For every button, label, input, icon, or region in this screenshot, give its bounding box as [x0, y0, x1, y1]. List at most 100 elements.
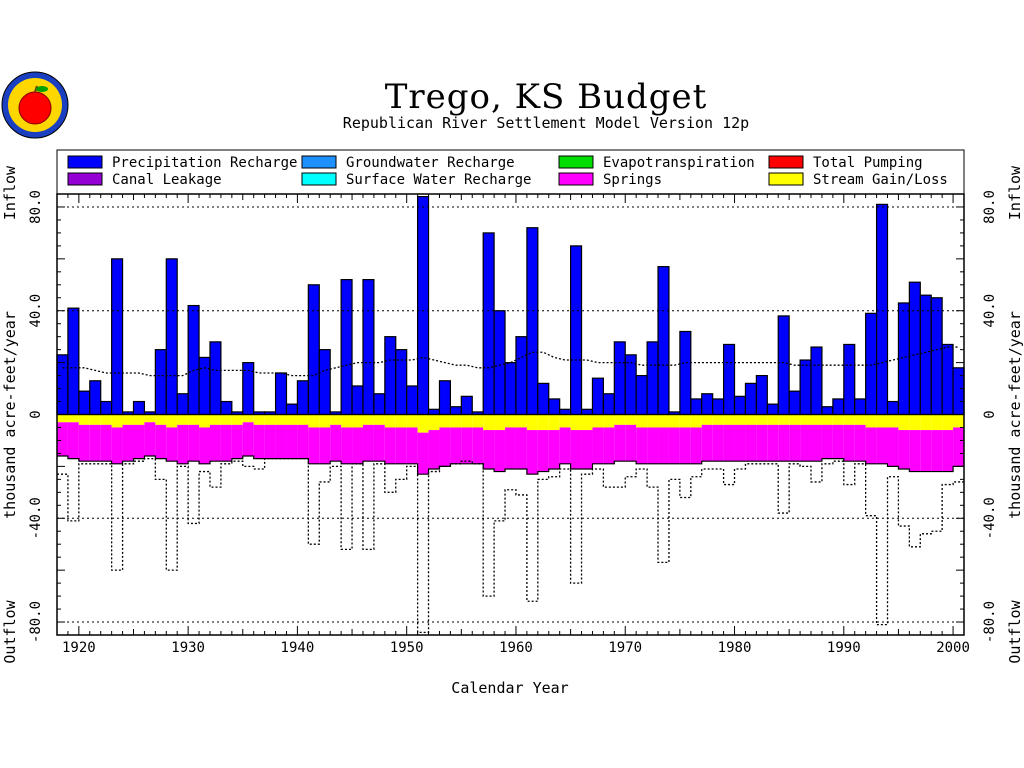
precipitation-recharge-bar	[941, 343, 954, 416]
stream-gain-loss-bar	[417, 414, 429, 433]
precipitation-recharge-bar	[777, 315, 790, 416]
springs-bar	[712, 424, 724, 462]
stream-gain-loss-bar	[199, 414, 210, 428]
precipitation-recharge-bar	[919, 294, 932, 416]
y-tick-label-right: 0	[982, 410, 998, 418]
stream-gain-loss-bar	[209, 414, 221, 425]
legend-label: Evapotranspiration	[603, 155, 755, 171]
precipitation-recharge-bar	[111, 258, 124, 416]
springs-bar	[188, 424, 200, 462]
springs-bar	[865, 427, 877, 464]
stream-gain-loss-bar	[505, 414, 516, 428]
precipitation-recharge-bar	[132, 400, 146, 416]
y-tick-label-right: 40.0	[982, 294, 998, 328]
stream-gain-loss-bar	[362, 414, 374, 425]
stream-gain-loss-bar	[712, 414, 724, 425]
springs-bar	[723, 424, 735, 462]
springs-bar	[472, 427, 484, 464]
springs-bar	[166, 427, 178, 462]
stream-gain-loss-bar	[745, 414, 757, 425]
stream-gain-loss-bar	[614, 414, 626, 425]
springs-bar	[406, 427, 418, 464]
y-tick-label-right: 80.0	[982, 190, 998, 224]
precipitation-recharge-bar	[635, 374, 648, 416]
legend-box	[56, 149, 965, 195]
precipitation-recharge-bar	[821, 406, 834, 416]
precipitation-recharge-bar	[679, 330, 692, 416]
springs-bar	[832, 424, 844, 459]
springs-bar	[931, 430, 943, 472]
stream-gain-loss-bar	[548, 414, 560, 431]
x-tick-label: 2000	[936, 640, 970, 656]
springs-bar	[679, 427, 691, 464]
springs-bar	[133, 424, 145, 459]
stream-gain-loss-bar	[461, 414, 473, 428]
precipitation-recharge-bar	[340, 279, 353, 416]
stream-gain-loss-bar	[188, 414, 200, 425]
springs-bar	[209, 424, 221, 462]
precipitation-recharge-bar	[788, 390, 801, 416]
x-tick-label: 1930	[171, 640, 205, 656]
stream-gain-loss-bar	[231, 414, 243, 425]
precipitation-recharge-bar	[722, 343, 736, 416]
springs-bar	[690, 427, 702, 464]
stream-gain-loss-bar	[668, 414, 680, 428]
precipitation-recharge-bar	[100, 400, 113, 416]
precipitation-recharge-bar	[580, 408, 594, 416]
legend-label: Surface Water Recharge	[346, 172, 531, 188]
x-tick-label: 1950	[390, 640, 424, 656]
springs-bar	[220, 424, 232, 462]
springs-bar	[155, 424, 167, 459]
right-axis-labels: Inflow thousand acre-feet/year Outflow	[1006, 165, 1024, 664]
stream-gain-loss-bar	[450, 414, 462, 428]
springs-bar	[876, 427, 888, 464]
springs-bar	[373, 424, 385, 462]
springs-bar	[122, 424, 134, 462]
legend-swatch	[301, 172, 337, 186]
stream-gain-loss-bar	[559, 414, 571, 428]
springs-bar	[505, 427, 516, 469]
stream-gain-loss-bar	[264, 414, 276, 425]
stream-gain-loss-bar	[898, 414, 910, 431]
springs-bar	[570, 430, 582, 469]
springs-bar	[450, 427, 462, 464]
stream-gain-loss-bar	[133, 414, 145, 425]
legend-swatch	[67, 155, 103, 169]
precipitation-recharge-bar	[744, 382, 757, 416]
precipitation-recharge-bar	[482, 232, 495, 416]
precipitation-recharge-bar	[89, 380, 102, 416]
stream-gain-loss-bar	[887, 414, 899, 428]
springs-bar	[89, 424, 101, 462]
precipitation-recharge-bar	[209, 341, 222, 416]
precipitation-recharge-bar	[799, 359, 812, 416]
precipitation-recharge-bar	[362, 279, 375, 416]
precipitation-recharge-bar	[515, 336, 528, 416]
precipitation-recharge-bar	[493, 310, 506, 416]
stream-gain-loss-bar	[472, 414, 484, 428]
springs-bar	[231, 424, 243, 459]
stream-gain-loss-bar	[89, 414, 101, 425]
springs-bar	[625, 424, 637, 462]
stream-gain-loss-bar	[603, 414, 615, 428]
precipitation-recharge-bar	[56, 354, 69, 416]
stream-gain-loss-bar	[439, 414, 451, 428]
springs-bar	[668, 427, 680, 464]
precipitation-recharge-bar	[755, 374, 768, 416]
axes: 80.0 80.0 40.0 40.0 0 0 -40.0 -40.0 -80.0 -80.0 19…	[28, 190, 998, 656]
stream-gain-loss-bar	[690, 414, 702, 428]
y-tick-label-right: -80.0	[982, 601, 998, 643]
precipitation-recharge-bar	[296, 380, 309, 416]
precipitation-recharge-bar	[165, 258, 178, 416]
stream-gain-loss-bar	[811, 414, 822, 425]
precipitation-recharge-bar	[843, 343, 856, 416]
stream-gain-loss-bar	[942, 414, 954, 431]
springs-bar	[854, 424, 866, 462]
precipitation-recharge-bar	[220, 400, 233, 416]
springs-bar	[144, 422, 156, 457]
plot-area	[56, 195, 965, 634]
stream-gain-loss-bar	[166, 414, 178, 428]
stream-gain-loss-bar	[865, 414, 877, 428]
springs-bar	[789, 424, 801, 462]
stream-gain-loss-bar	[122, 414, 134, 425]
stream-gain-loss-bar	[428, 414, 440, 431]
